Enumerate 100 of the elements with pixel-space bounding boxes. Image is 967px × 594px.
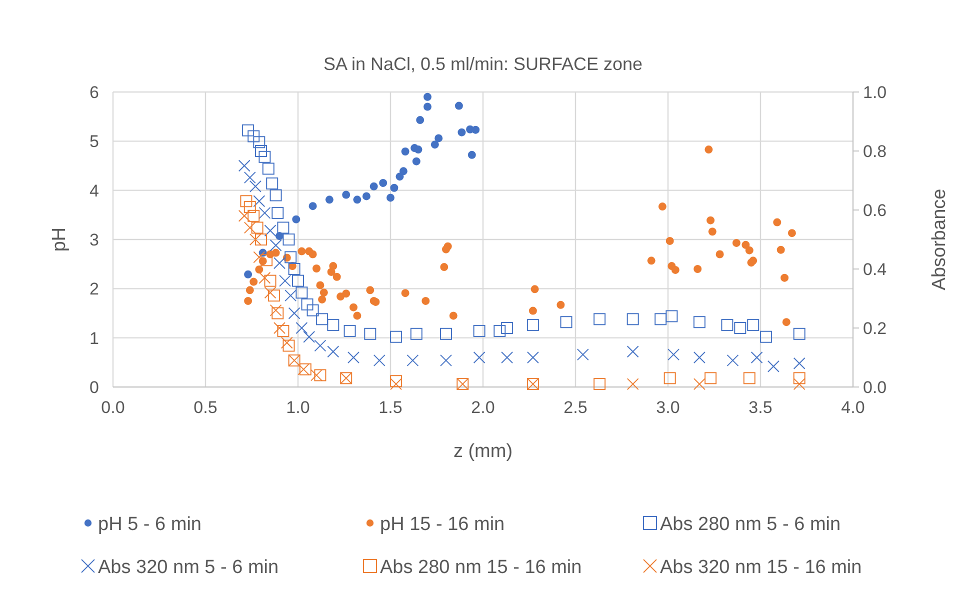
point (248, 210, 260, 222)
point (494, 324, 506, 337)
point (422, 296, 430, 305)
point (743, 372, 756, 384)
point (708, 228, 716, 236)
y-axis-title: pH (49, 227, 70, 252)
point (734, 322, 746, 334)
point (773, 218, 782, 226)
point (416, 116, 424, 124)
point (658, 202, 666, 211)
point (458, 128, 466, 136)
point (344, 324, 356, 337)
point (434, 134, 443, 142)
point (760, 330, 772, 343)
legend-label: Abs 280 nm 15 - 16 min (380, 557, 582, 578)
point (576, 348, 589, 361)
point (327, 346, 340, 358)
point (693, 352, 706, 364)
point (473, 324, 486, 337)
point (664, 372, 676, 384)
point (238, 160, 250, 172)
point (742, 240, 750, 249)
point (694, 265, 702, 273)
y-tick-label: 2 (90, 280, 99, 299)
point (788, 229, 796, 238)
point (526, 319, 539, 332)
point (472, 126, 480, 134)
point (732, 238, 740, 247)
point (721, 319, 734, 332)
point (251, 222, 264, 234)
point (780, 274, 789, 282)
point (401, 147, 410, 156)
y2-axis-title: Absorbance (929, 188, 950, 290)
point (440, 263, 448, 272)
point (270, 189, 282, 202)
point (726, 354, 739, 366)
y-tick-label: 6 (90, 83, 99, 102)
point (454, 102, 463, 110)
point (270, 239, 282, 252)
point (255, 234, 267, 246)
point (353, 196, 362, 204)
point (793, 328, 806, 340)
x-tick-label: 1.5 (378, 398, 402, 417)
point (327, 319, 340, 332)
y-tick-label: 0 (90, 378, 99, 397)
point (556, 300, 565, 309)
point (501, 322, 514, 334)
x-tick-label: 2.5 (564, 398, 588, 417)
point (325, 196, 334, 204)
point (260, 254, 273, 266)
point (244, 201, 256, 214)
point (526, 352, 539, 364)
y2-tick-label: 1.0 (863, 83, 887, 102)
point (308, 250, 317, 258)
point (449, 312, 458, 320)
point (268, 290, 280, 302)
point (386, 194, 394, 202)
point (301, 298, 314, 310)
point (246, 286, 254, 294)
point (468, 150, 476, 159)
point (353, 312, 362, 320)
point (414, 146, 422, 154)
legend-label: Abs 320 nm 15 - 16 min (660, 557, 862, 578)
point (693, 378, 706, 390)
point (272, 206, 284, 219)
point (560, 316, 572, 328)
point (390, 330, 402, 343)
point (793, 372, 806, 384)
point (314, 369, 326, 382)
point (327, 268, 336, 276)
x-tick-label: 4.0 (841, 398, 865, 417)
point (296, 322, 308, 334)
point (793, 378, 806, 390)
point (750, 352, 763, 364)
point (318, 295, 326, 304)
point (745, 246, 754, 254)
point (424, 92, 432, 101)
point (410, 328, 422, 340)
point (706, 216, 715, 224)
point (366, 286, 374, 294)
y2-tick-label: 0.2 (863, 319, 887, 338)
point (406, 354, 419, 366)
x-tick-label: 3.5 (748, 398, 772, 417)
point (668, 348, 680, 361)
point (379, 178, 388, 187)
point (342, 290, 350, 298)
legend-label: pH 15 - 16 min (380, 514, 505, 535)
point (284, 290, 297, 302)
legend-label: pH 5 - 6 min (98, 514, 202, 535)
point (264, 224, 276, 237)
point (306, 304, 319, 316)
point (282, 234, 295, 246)
point (264, 286, 276, 299)
point (279, 274, 292, 287)
y-tick-label: 3 (90, 230, 99, 250)
point (253, 195, 266, 208)
point (594, 378, 606, 390)
point (282, 340, 295, 352)
point (272, 307, 284, 320)
point (401, 289, 410, 298)
